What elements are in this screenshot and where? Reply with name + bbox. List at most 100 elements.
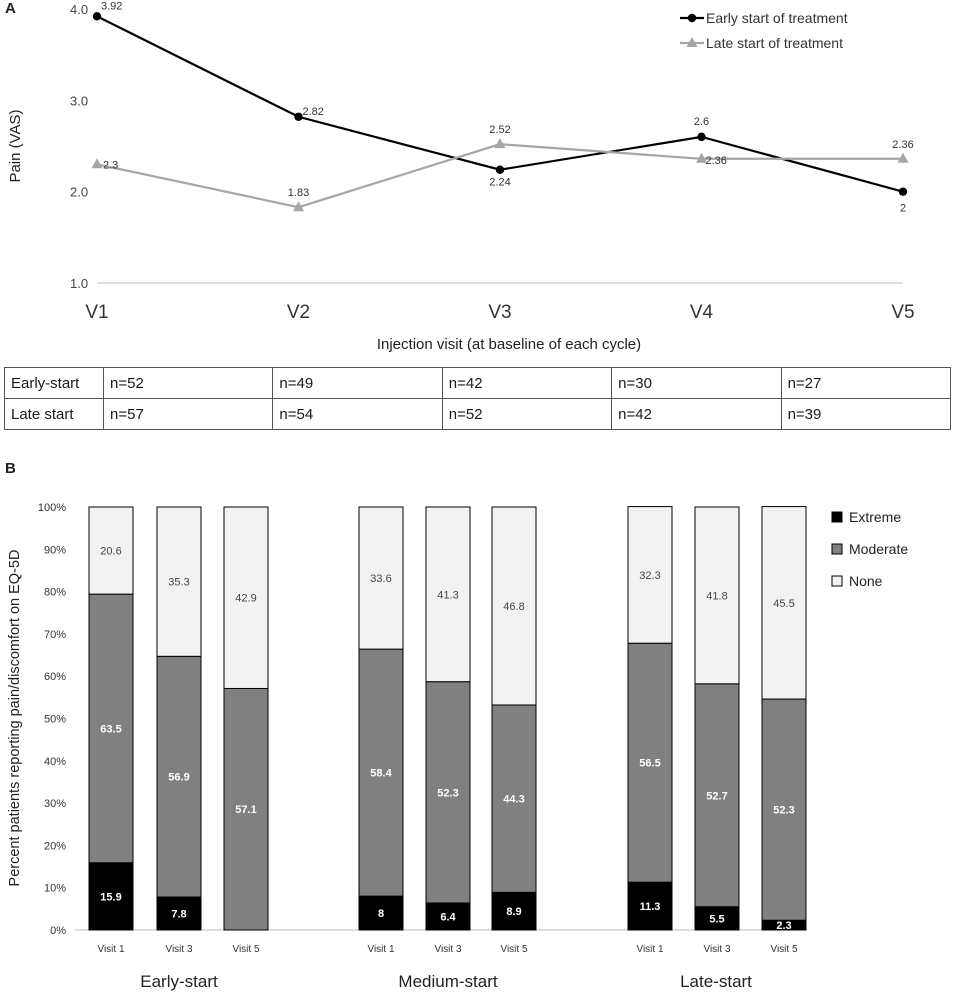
x-tick-label: Visit 1 bbox=[97, 944, 124, 955]
y-tick-label: 40% bbox=[44, 756, 66, 768]
group-label: Early-start bbox=[140, 972, 218, 991]
bar-segment-none bbox=[223, 506, 269, 689]
data-point bbox=[294, 112, 303, 121]
y-tick-label: 4.0 bbox=[70, 2, 88, 17]
y-tick-label: 60% bbox=[44, 671, 66, 683]
legend-label: Moderate bbox=[849, 541, 908, 557]
table-cell: n=57 bbox=[102, 398, 274, 430]
legend-label: Extreme bbox=[849, 509, 901, 525]
y-tick-label: 100% bbox=[38, 502, 66, 514]
x-tick-label: V1 bbox=[85, 302, 108, 323]
bar-segment-none bbox=[358, 506, 404, 650]
table-cell: n=39 bbox=[780, 398, 952, 430]
legend-swatch bbox=[831, 543, 843, 555]
bar-value-label: 46.8 bbox=[503, 601, 524, 613]
bar-value-label: 2.3 bbox=[776, 920, 791, 932]
y-tick-label: 30% bbox=[44, 798, 66, 810]
x-tick-label: Visit 3 bbox=[165, 944, 192, 955]
bar-segment-none bbox=[156, 506, 202, 657]
bar-segment-moderate bbox=[425, 681, 471, 904]
bar-segment-extreme bbox=[491, 891, 537, 931]
x-tick-label: V2 bbox=[287, 302, 310, 323]
data-point bbox=[293, 201, 304, 212]
legend-swatch bbox=[831, 575, 843, 587]
bar-value-label: 58.4 bbox=[370, 768, 392, 780]
x-tick-label: V3 bbox=[488, 302, 511, 323]
y-axis-title: Percent patients reporting pain/discomfo… bbox=[7, 550, 23, 887]
table-row: Early-start n=52 n=49 n=42 n=30 n=27 bbox=[4, 367, 952, 399]
bar-value-label: 15.9 bbox=[100, 891, 121, 903]
bar-value-label: 52.7 bbox=[706, 790, 727, 802]
legend-marker bbox=[686, 37, 698, 47]
bar-value-label: 7.8 bbox=[171, 909, 186, 921]
data-point bbox=[91, 158, 103, 169]
data-label: 2.36 bbox=[706, 155, 727, 167]
y-tick-label: 80% bbox=[44, 587, 66, 599]
bar-segment-none bbox=[694, 506, 740, 685]
bar-value-label: 8.9 bbox=[506, 906, 521, 918]
table-cell: n=42 bbox=[611, 398, 782, 430]
bar-value-label: 56.9 bbox=[168, 772, 189, 784]
table-cell: n=49 bbox=[272, 367, 443, 399]
legend-swatch bbox=[831, 511, 843, 523]
y-tick-label: 90% bbox=[44, 544, 66, 556]
row-header: Late start bbox=[4, 398, 104, 430]
y-tick-label: 70% bbox=[44, 629, 66, 641]
data-label: 2 bbox=[900, 203, 906, 215]
bar-value-label: 11.3 bbox=[640, 901, 661, 913]
bar-value-label: 20.6 bbox=[100, 546, 121, 558]
y-tick-label: 3.0 bbox=[70, 93, 88, 108]
data-label: 2.82 bbox=[303, 106, 324, 118]
line-chart: 1.0 2.0 3.0 4.0 V1 V2 V3 V4 V5 Injection visit (a… bbox=[7, 0, 915, 353]
bar-value-label: 33.6 bbox=[370, 573, 391, 585]
x-tick-label: Visit 3 bbox=[434, 944, 461, 955]
bar-segment-moderate bbox=[223, 687, 269, 931]
bar-value-label: 8 bbox=[378, 908, 384, 920]
panel-b-label: B bbox=[5, 460, 16, 477]
x-tick-label: Visit 3 bbox=[703, 944, 730, 955]
bar-value-label: 45.5 bbox=[773, 598, 794, 610]
legend-marker bbox=[687, 13, 697, 23]
data-label: 2.6 bbox=[694, 116, 709, 128]
x-tick-label: V5 bbox=[891, 302, 914, 323]
x-tick-label: Visit 5 bbox=[770, 944, 797, 955]
data-point bbox=[494, 138, 506, 149]
bar-segment-none bbox=[627, 506, 673, 644]
legend-label: Late start of treatment bbox=[706, 35, 843, 51]
data-label: 1.83 bbox=[288, 187, 309, 199]
data-label: 3.92 bbox=[101, 0, 122, 12]
panel-a-label: A bbox=[5, 0, 16, 17]
x-tick-label: Visit 5 bbox=[500, 944, 527, 955]
bar-value-label: 56.5 bbox=[639, 758, 660, 770]
y-axis-title: Pain (VAS) bbox=[7, 109, 24, 182]
stacked-bar-chart: 0% 10% 20% 30% 40% 50% 60% 70% 80% 90% 100% Percent… bbox=[7, 502, 908, 991]
x-tick-label: Visit 5 bbox=[232, 944, 259, 955]
bar-segment-moderate bbox=[358, 648, 404, 897]
bar-value-label: 6.4 bbox=[440, 911, 456, 923]
bar-segment-extreme bbox=[156, 896, 202, 931]
bar-segment-none bbox=[491, 506, 537, 706]
bar-segment-extreme bbox=[627, 881, 673, 931]
data-point bbox=[495, 165, 505, 174]
y-tick-label: 2.0 bbox=[70, 185, 88, 200]
data-label: 2.3 bbox=[103, 159, 118, 171]
y-tick-label: 50% bbox=[44, 714, 66, 726]
table-cell: n=30 bbox=[611, 367, 782, 399]
bar-segment-none bbox=[425, 506, 471, 683]
data-label: 2.24 bbox=[489, 177, 510, 189]
y-tick-label: 1.0 bbox=[70, 276, 88, 291]
bar-value-label: 32.3 bbox=[639, 570, 660, 582]
y-tick-label: 10% bbox=[44, 883, 66, 895]
bar-value-label: 52.3 bbox=[437, 787, 458, 799]
table-cell: n=52 bbox=[102, 367, 274, 399]
bar-value-label: 44.3 bbox=[503, 794, 524, 806]
table-row: Late start n=57 n=54 n=52 n=42 n=39 bbox=[4, 398, 952, 430]
bar-value-label: 57.1 bbox=[235, 804, 256, 816]
x-axis-title: Injection visit (at baseline of each cyc… bbox=[377, 336, 641, 353]
data-point bbox=[897, 152, 909, 163]
bar-segment-moderate bbox=[88, 593, 134, 864]
bar-segment-moderate bbox=[156, 655, 202, 898]
data-point bbox=[696, 152, 707, 163]
data-point bbox=[898, 187, 908, 196]
bar-segment-none bbox=[88, 506, 134, 595]
